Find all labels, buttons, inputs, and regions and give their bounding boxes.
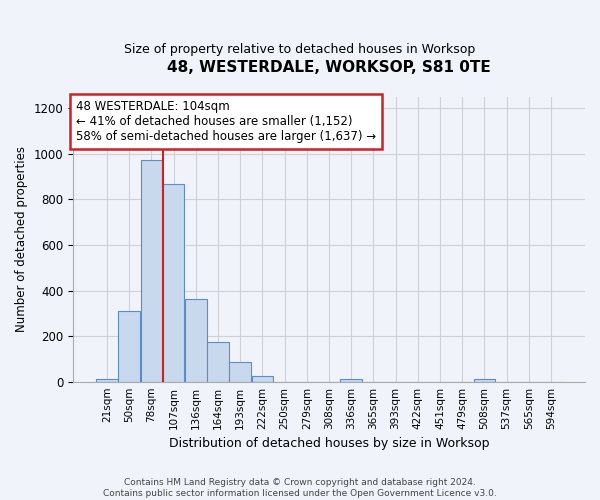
Y-axis label: Number of detached properties: Number of detached properties — [15, 146, 28, 332]
Text: Contains HM Land Registry data © Crown copyright and database right 2024.
Contai: Contains HM Land Registry data © Crown c… — [103, 478, 497, 498]
Bar — [96, 379, 118, 382]
Bar — [118, 311, 140, 382]
Bar — [140, 160, 162, 382]
Text: 48 WESTERDALE: 104sqm
← 41% of detached houses are smaller (1,152)
58% of semi-d: 48 WESTERDALE: 104sqm ← 41% of detached … — [76, 100, 376, 143]
Text: Size of property relative to detached houses in Worksop: Size of property relative to detached ho… — [124, 42, 476, 56]
Bar — [207, 342, 229, 382]
Bar — [340, 379, 362, 382]
Bar — [473, 379, 495, 382]
Bar — [229, 362, 251, 382]
Bar — [251, 376, 273, 382]
X-axis label: Distribution of detached houses by size in Worksop: Distribution of detached houses by size … — [169, 437, 489, 450]
Title: 48, WESTERDALE, WORKSOP, S81 0TE: 48, WESTERDALE, WORKSOP, S81 0TE — [167, 60, 491, 75]
Bar — [163, 184, 184, 382]
Bar — [185, 298, 206, 382]
